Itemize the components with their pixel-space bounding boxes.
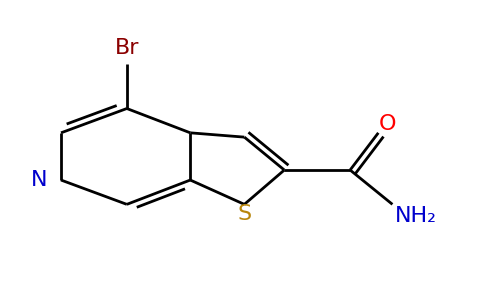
- Text: O: O: [379, 114, 396, 134]
- Text: NH₂: NH₂: [395, 206, 437, 226]
- Text: N: N: [30, 170, 47, 190]
- Text: Br: Br: [115, 38, 139, 58]
- Text: S: S: [237, 204, 251, 224]
